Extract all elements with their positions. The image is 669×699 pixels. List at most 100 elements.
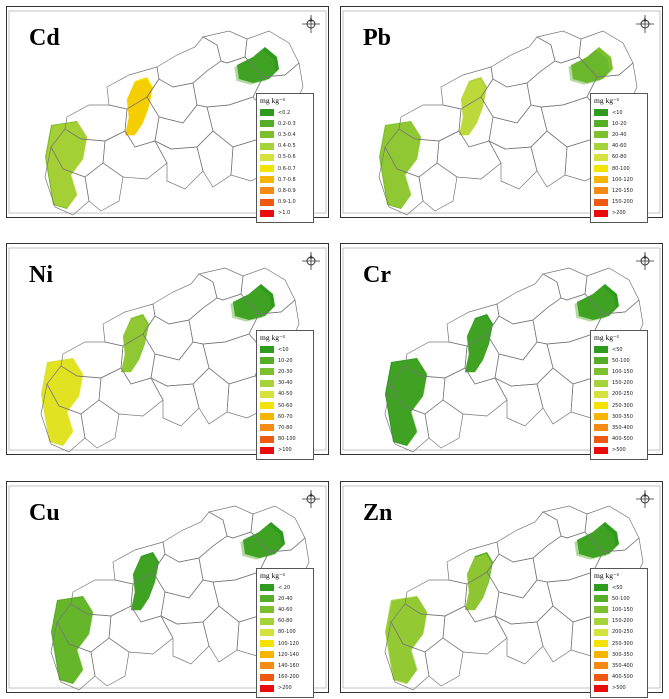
central-study-area-subzone <box>464 553 493 611</box>
neatline <box>8 485 327 689</box>
map-layer <box>8 10 327 216</box>
map-layer <box>342 485 661 691</box>
legend-swatch <box>594 165 608 173</box>
legend-label: >100 <box>278 447 292 454</box>
legend-swatch <box>594 142 608 150</box>
legend: mg kg⁻¹ < 20 20-40 40-60 60-80 80-100 100-120… <box>256 568 314 698</box>
legend-label: 0.3-0.4 <box>278 131 296 138</box>
legend-swatch <box>594 606 608 614</box>
central-study-area <box>459 77 487 135</box>
legend-label: 80-100 <box>278 436 296 443</box>
west-study-area <box>51 596 93 684</box>
legend-swatch <box>594 684 608 692</box>
central-study-area <box>131 552 159 610</box>
legend-row: 80-100 <box>260 434 310 445</box>
legend-swatch <box>260 595 274 603</box>
legend-swatch <box>260 617 274 625</box>
legend-row: 250-300 <box>594 638 644 649</box>
legend-swatch <box>260 413 274 421</box>
legend-label: 50-100 <box>612 357 630 364</box>
legend-row: 0.8-0.9 <box>260 185 310 196</box>
legend-swatch <box>260 379 274 387</box>
central-study-area <box>465 314 493 372</box>
legend-rows: <10 10-20 20-40 40-60 60-80 80-100 100-120 120-… <box>594 107 644 219</box>
county-boundary <box>536 367 574 425</box>
legend-swatch <box>594 120 608 128</box>
metal-label: Ni <box>29 262 53 288</box>
legend-swatch <box>260 606 274 614</box>
legend-row: 70-80 <box>260 422 310 433</box>
legend-swatch <box>594 153 608 161</box>
west-study-area-subzone <box>46 121 88 209</box>
legend-rows: <50 50-100 100-150 150-200 200-250 250-300 300… <box>594 344 644 456</box>
county-boundary <box>496 511 562 563</box>
county-boundary <box>40 382 86 453</box>
legend-row: >200 <box>594 208 644 219</box>
county-boundary <box>384 620 430 691</box>
legend-label: <50 <box>612 346 623 353</box>
map-panel-zn: Zn mg kg⁻¹ <50 50-100 100-150 150-200 200-25… <box>340 481 663 698</box>
east-study-area <box>233 284 275 320</box>
neatline <box>342 485 661 689</box>
legend-label: 160-200 <box>278 674 299 681</box>
legend-swatch <box>260 176 274 184</box>
region-map <box>342 10 661 216</box>
legend-label: 300-350 <box>612 651 633 658</box>
map-panel-cr: Cr mg kg⁻¹ <50 50-100 100-150 150-200 200-25… <box>340 243 663 460</box>
legend-swatch <box>594 651 608 659</box>
legend-label: 0.8-0.9 <box>278 187 296 194</box>
legend-swatch <box>260 368 274 376</box>
legend-row: 140-160 <box>260 660 310 671</box>
county-boundary <box>44 145 90 216</box>
legend-label: 40-60 <box>612 143 627 150</box>
county-boundary <box>494 579 554 625</box>
east-study-area-subzone <box>230 286 272 322</box>
legend-swatch <box>260 109 274 117</box>
legend-row: 120-150 <box>594 185 644 196</box>
legend-swatch <box>260 120 274 128</box>
county-boundary <box>486 553 538 599</box>
central-study-area-subzone <box>464 315 493 373</box>
legend-row: 100-120 <box>594 174 644 185</box>
county-boundary <box>150 341 210 387</box>
legend-label: >200 <box>612 210 626 217</box>
region-map <box>8 485 327 691</box>
legend-label: 60-80 <box>612 154 627 161</box>
north-arrow-icon <box>302 15 320 33</box>
legend-rows: < 20 20-40 40-60 60-80 80-100 100-120 120-140 1… <box>260 582 310 694</box>
county-boundary <box>442 367 508 417</box>
west-study-area <box>45 121 87 209</box>
legend-label: 80-100 <box>278 629 296 636</box>
legend-label: 300-350 <box>612 413 633 420</box>
legend-rows: <10 10-20 20-30 30-40 40-50 50-60 60-70 70-80 80… <box>260 344 310 456</box>
region-map <box>8 247 327 453</box>
legend-row: 150-200 <box>594 197 644 208</box>
legend-row: 20-40 <box>260 593 310 604</box>
legend-row: 0.7-0.8 <box>260 174 310 185</box>
legend-swatch <box>594 131 608 139</box>
legend-swatch <box>594 346 608 354</box>
county-boundary <box>494 377 544 427</box>
neatline <box>342 247 661 451</box>
legend-swatch <box>594 390 608 398</box>
metal-label: Zn <box>363 500 393 526</box>
legend-swatch <box>594 402 608 410</box>
central-study-area <box>121 314 149 372</box>
legend-rows: <50 50-100 100-150 150-200 200-250 250-300 300… <box>594 582 644 694</box>
legend-row: <50 <box>594 582 644 593</box>
legend-swatch <box>594 368 608 376</box>
legend-label: <0.2 <box>278 109 291 116</box>
legend-label: 100-120 <box>612 176 633 183</box>
east-study-area <box>577 284 619 320</box>
legend-label: 350-400 <box>612 424 633 431</box>
legend-label: 30-40 <box>278 380 293 387</box>
legend-label: 150-200 <box>612 618 633 625</box>
legend-label: 120-150 <box>612 187 633 194</box>
legend-swatch <box>594 379 608 387</box>
legend-row: 0.5-0.6 <box>260 152 310 163</box>
county-boundary <box>494 341 554 387</box>
legend-label: 0.9-1.0 <box>278 199 296 206</box>
legend-swatch <box>594 198 608 206</box>
county-boundary <box>496 273 562 325</box>
map-panel-ni: Ni mg kg⁻¹ <10 10-20 20-30 30-40 40-50 50-60 6… <box>6 243 329 460</box>
